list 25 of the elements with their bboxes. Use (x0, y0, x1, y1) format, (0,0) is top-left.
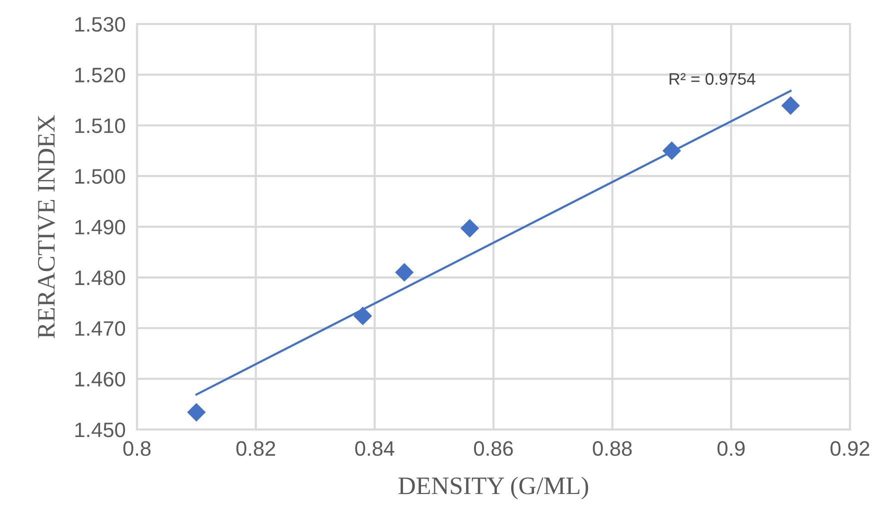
y-tick-label: 1.520 (75, 68, 126, 82)
x-tick-label: 0.86 (474, 441, 513, 456)
point (460, 218, 480, 238)
point (353, 306, 372, 326)
point (662, 141, 682, 160)
y-tick-label: 1.510 (75, 118, 126, 134)
y-tick-label: 1.470 (75, 321, 126, 336)
point (187, 402, 206, 422)
y-tick-label: 1.490 (75, 220, 126, 235)
y-tick-label: 1.480 (75, 270, 126, 286)
x-tick-label: 0.8 (123, 441, 151, 456)
x-axis-title: DENSITY (G/ML) (398, 476, 588, 500)
x-tick-label: 0.92 (830, 441, 870, 456)
x-tick-label: 0.84 (355, 441, 394, 456)
y-tick-label: 1.500 (75, 169, 126, 184)
y-tick-label: 1.450 (75, 422, 126, 438)
point (781, 96, 800, 115)
annotation: R² = 0.9754 (670, 73, 756, 85)
y-axis-title: RERACTIVE INDEX (38, 115, 55, 338)
y-tick-label: 1.460 (75, 372, 126, 387)
x-tick-label: 0.9 (718, 441, 745, 456)
x-tick-label: 0.88 (592, 441, 632, 456)
x-tick-label: 0.82 (236, 441, 276, 456)
point (395, 263, 414, 282)
y-tick-label: 1.530 (75, 17, 126, 32)
